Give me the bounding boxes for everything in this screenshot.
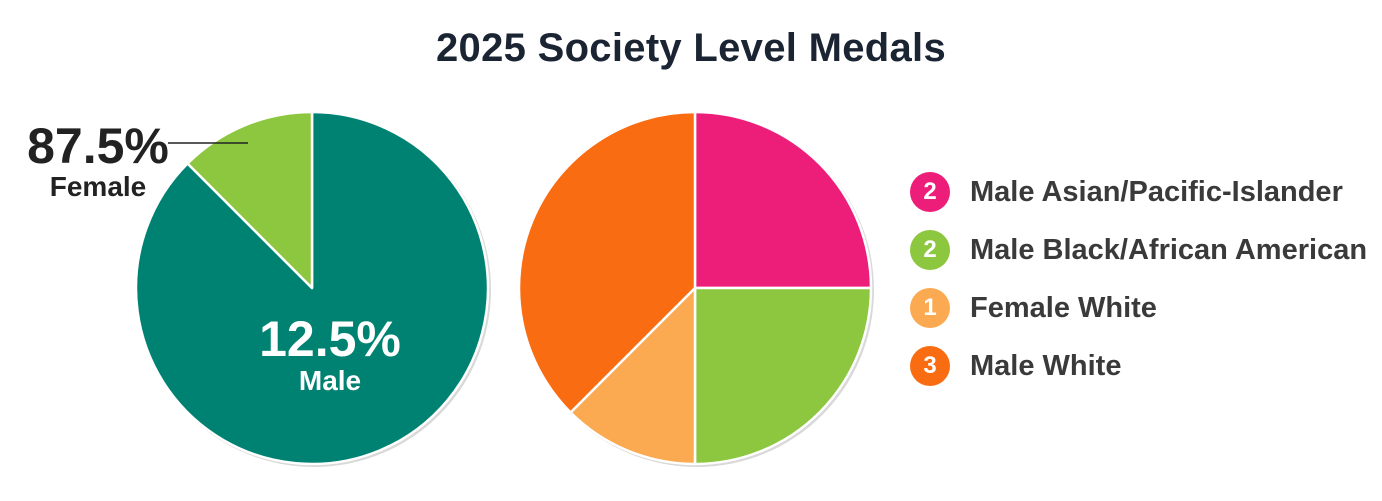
race-gender-pie-slice-male-black-african-american [693,286,873,466]
male-label: Male [299,365,361,396]
gender-pie-slice-female [186,110,314,290]
legend-label: Male White [970,349,1122,382]
legend-label: Female White [970,291,1157,324]
legend-badge: 2 [910,172,950,212]
legend-item-male-white: 3 Male White [910,346,1367,386]
gender-pie-labels: 87.5% Female 12.5% Male [27,118,401,396]
legend-item-male-black: 2 Male Black/African American [910,230,1367,270]
legend-item-female-white: 1 Female White [910,288,1367,328]
legend-badge: 3 [910,346,950,386]
gender-pie [134,110,491,467]
race-gender-pie-slice-male-white [517,110,697,414]
race-gender-pie-slice-male-asian-pacific-islander [693,110,873,290]
legend-label: Male Asian/Pacific-Islander [970,175,1343,208]
legend-badge: 1 [910,288,950,328]
race-gender-pie-slice-female-white [569,286,697,466]
chart-title: 2025 Society Level Medals [436,26,946,70]
legend-item-male-asian: 2 Male Asian/Pacific-Islander [910,172,1367,212]
female-label: Female [50,171,147,202]
male-percent-label: 12.5% [259,311,401,367]
female-percent-label: 87.5% [27,118,169,174]
legend: 2 Male Asian/Pacific-Islander 2 Male Bla… [910,172,1367,404]
race-gender-pie [517,110,874,467]
legend-label: Male Black/African American [970,233,1368,266]
legend-badge: 2 [910,230,950,270]
